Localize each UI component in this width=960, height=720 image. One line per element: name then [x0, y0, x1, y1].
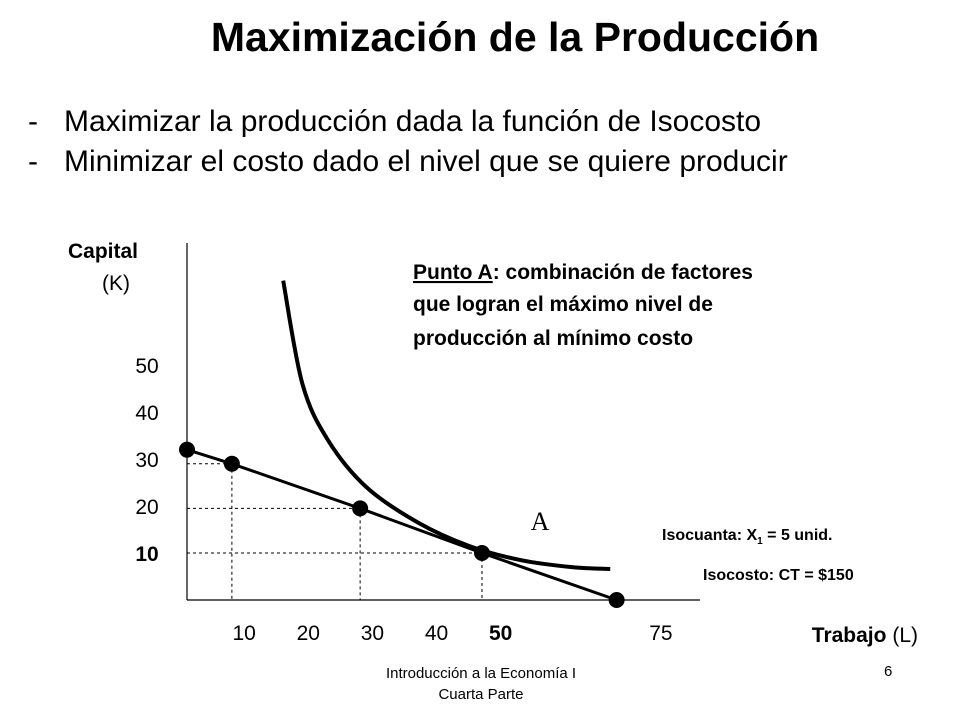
isocost-point [352, 500, 369, 517]
isocost-line [186, 448, 618, 602]
bullet-item: - Minimizar el costo dado el nivel que s… [28, 142, 788, 182]
x-tick-label: 50 [489, 622, 512, 645]
page-number: 6 [884, 663, 893, 680]
production-chart: 50 40 30 20 10 10 20 30 40 50 75 Capital (K) Trab… [68, 240, 918, 647]
x-axis-unit: (L) [892, 624, 918, 647]
x-tick-label: 75 [649, 622, 672, 645]
bullet-dash: - [28, 105, 38, 138]
x-tick-label: 10 [232, 622, 255, 645]
y-tick-label: 30 [135, 449, 158, 472]
y-tick-label: 10 [135, 543, 158, 566]
footer-course-line: Introducción a la Economía I [385, 665, 577, 682]
footer-course: Introducción a la Economía I Cuarta Part… [336, 663, 626, 705]
x-axis-title: Trabajo (L) [812, 624, 918, 647]
x-tick-labels: 10 20 30 40 50 75 [232, 622, 672, 645]
y-axis-unit: (K) [102, 272, 130, 295]
isoquant-label-suffix: = 5 unid. [763, 527, 833, 544]
bullet-item: - Maximizar la producción dada la funció… [28, 102, 788, 142]
y-tick-label: 20 [135, 496, 158, 519]
bullet-list: - Maximizar la producción dada la funció… [28, 102, 788, 182]
page-title: Maximización de la Producción [210, 14, 820, 60]
bullet-dash: - [28, 145, 38, 178]
x-tick-label: 20 [297, 622, 320, 645]
annotation-line-3: producción al mínimo costo [413, 327, 693, 350]
point-a-label: A [531, 507, 550, 536]
x-axis-title-bold: Trabajo [812, 624, 887, 647]
isoquant-label: Isocuanta: X1 = 5 unid. [662, 527, 833, 547]
annotation-underlined: Punto A [413, 261, 493, 284]
y-tick-label: 40 [135, 402, 158, 425]
footer-course-line: Cuarta Parte [438, 686, 524, 703]
point-a-marker [473, 545, 490, 562]
annotation-line-1: Punto A: combinación de factores [413, 261, 753, 284]
bullet-text: Minimizar el costo dado el nivel que se … [64, 145, 788, 178]
x-tick-label: 40 [425, 622, 448, 645]
isocost-label: Isocosto: CT = $150 [703, 567, 854, 584]
isoquant-label-sub: 1 [757, 536, 763, 547]
bullet-text: Maximizar la producción dada la función … [64, 105, 762, 138]
y-tick-label: 50 [135, 355, 158, 378]
annotation-text: : combinación de factores [493, 261, 753, 284]
x-tick-label: 30 [361, 622, 384, 645]
isoquant-curve [281, 280, 611, 571]
isocost-point [223, 455, 240, 472]
isocost-points [179, 441, 625, 608]
isoquant-label-prefix: Isocuanta: X [662, 527, 757, 544]
annotation-line-2: que logran el máximo nivel de [413, 293, 713, 316]
y-tick-labels: 50 40 30 20 10 [135, 355, 158, 566]
y-axis-title: Capital [68, 240, 138, 263]
isocost-point [608, 592, 625, 608]
isocost-point [179, 441, 195, 458]
